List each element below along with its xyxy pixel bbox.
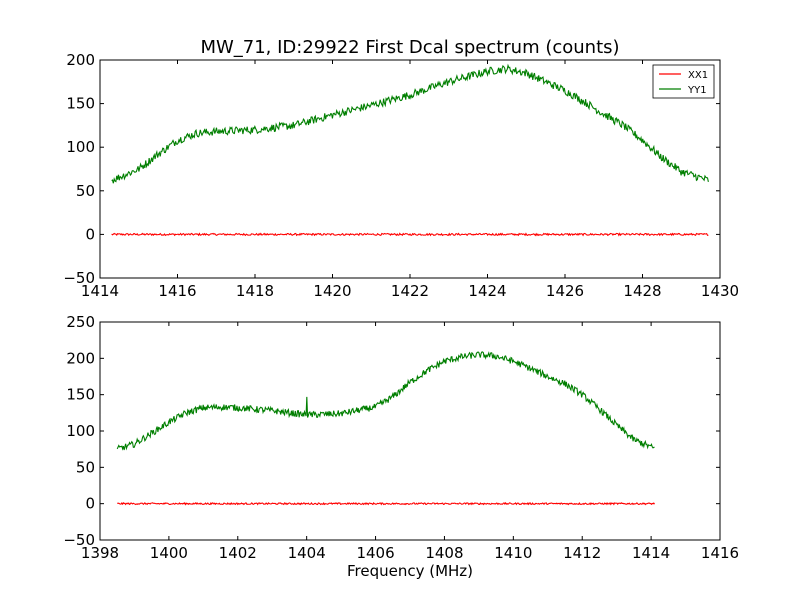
- bottom-x-tick-label: 1398: [81, 544, 119, 562]
- top-x-tick-label: 1422: [391, 282, 429, 300]
- bottom-axis-ticks: 1398 1400 1402 1404 1406 1408 1410 1412 1414 1416…: [63, 313, 739, 562]
- bottom-y-tick-label: 200: [66, 349, 95, 367]
- top-y-tick-label: 50: [76, 182, 95, 200]
- bottom-x-tick-label: 1416: [701, 544, 739, 562]
- bottom-y-tick-label: 250: [66, 313, 95, 331]
- bottom-y-tick-label: 150: [66, 386, 95, 404]
- bottom-x-tick-label: 1410: [494, 544, 532, 562]
- bottom-x-tick-label: 1400: [150, 544, 188, 562]
- bottom-x-tick-label: 1414: [632, 544, 670, 562]
- bottom-x-tick-label: 1412: [563, 544, 601, 562]
- top-x-tick-label: 1424: [468, 282, 506, 300]
- legend-box: [652, 64, 715, 99]
- bottom-y-tick-label: 100: [66, 422, 95, 440]
- legend-label-yy1: YY1: [687, 85, 707, 96]
- top-x-tick-label: 1416: [158, 282, 196, 300]
- bottom-x-axis-label: Frequency (MHz): [347, 562, 473, 580]
- top-y-tick-label: 100: [66, 138, 95, 156]
- top-x-tick-label: 1414: [81, 282, 119, 300]
- bottom-panel: 1398 1400 1402 1404 1406 1408 1410 1412 1414 1416…: [63, 313, 739, 580]
- top-series-xx1-line: [111, 232, 709, 237]
- bottom-x-tick-label: 1404: [288, 544, 326, 562]
- top-y-tick-label: 200: [66, 51, 95, 69]
- bottom-y-tick-label: 50: [76, 458, 95, 476]
- bottom-x-tick-label: 1402: [219, 544, 257, 562]
- bottom-y-tick-label: 0: [85, 495, 95, 513]
- bottom-x-tick-label: 1406: [356, 544, 394, 562]
- top-legend: XX1 YY1: [652, 64, 715, 99]
- top-chart-title: MW_71, ID:29922 First Dcal spectrum (cou…: [200, 37, 619, 58]
- top-series-group: [111, 63, 709, 237]
- top-x-tick-label: 1418: [236, 282, 274, 300]
- bottom-series-yy1-line: [116, 351, 655, 451]
- top-series-yy1-line: [111, 63, 709, 184]
- bottom-series-group: [116, 351, 656, 506]
- top-axis-ticks: 1414 1416 1418 1420 1422 1424 1426 1428 1430 −50 0…: [63, 51, 739, 300]
- top-x-tick-label: 1428: [623, 282, 661, 300]
- bottom-x-tick-label: 1408: [425, 544, 463, 562]
- top-y-tick-label: −50: [63, 269, 95, 287]
- top-y-tick-label: 0: [85, 225, 95, 243]
- legend-label-xx1: XX1: [688, 70, 708, 81]
- bottom-series-xx1-line: [117, 501, 656, 506]
- top-x-tick-label: 1426: [546, 282, 584, 300]
- top-panel: MW_71, ID:29922 First Dcal spectrum (cou…: [63, 37, 739, 300]
- top-x-tick-label: 1420: [313, 282, 351, 300]
- top-y-tick-label: 150: [66, 95, 95, 113]
- top-x-tick-label: 1430: [701, 282, 739, 300]
- bottom-y-tick-label: −50: [63, 531, 95, 549]
